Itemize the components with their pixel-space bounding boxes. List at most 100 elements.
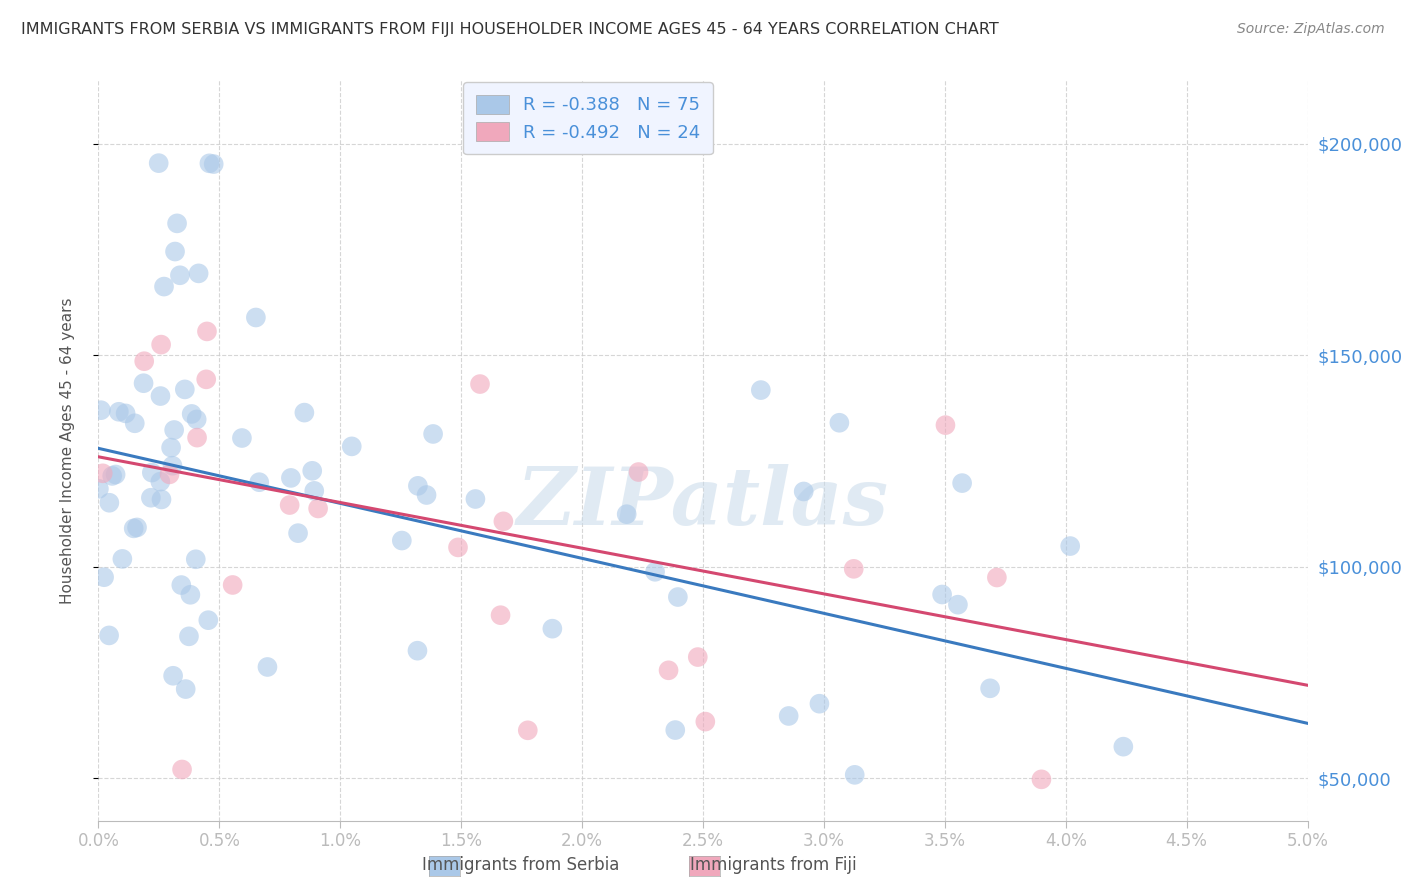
Point bbox=[292, 406, 315, 420]
Point bbox=[139, 491, 162, 505]
Point bbox=[141, 466, 163, 480]
Point bbox=[842, 562, 865, 576]
Point bbox=[163, 423, 186, 437]
Point bbox=[686, 650, 709, 665]
Point bbox=[177, 629, 200, 643]
Point bbox=[695, 714, 717, 729]
Point bbox=[808, 697, 831, 711]
Point bbox=[979, 681, 1001, 696]
Point bbox=[87, 482, 110, 496]
Point bbox=[149, 475, 172, 489]
Point bbox=[122, 521, 145, 535]
Point bbox=[447, 541, 470, 555]
Point bbox=[307, 501, 329, 516]
Point bbox=[101, 469, 124, 483]
Point bbox=[187, 266, 209, 280]
Point bbox=[159, 467, 181, 482]
Point bbox=[749, 383, 772, 397]
Point bbox=[125, 520, 148, 534]
Legend: R = -0.388   N = 75, R = -0.492   N = 24: R = -0.388 N = 75, R = -0.492 N = 24 bbox=[464, 82, 713, 154]
Point bbox=[340, 439, 363, 453]
Point bbox=[666, 590, 689, 604]
Point bbox=[301, 464, 323, 478]
Point bbox=[950, 476, 973, 491]
Point bbox=[931, 587, 953, 601]
Point bbox=[934, 418, 956, 433]
Point bbox=[278, 498, 301, 512]
Point bbox=[162, 669, 184, 683]
Point bbox=[104, 467, 127, 482]
Point bbox=[163, 244, 186, 259]
Point bbox=[986, 570, 1008, 584]
Point bbox=[627, 465, 650, 479]
Point bbox=[1112, 739, 1135, 754]
Point bbox=[174, 682, 197, 697]
Point bbox=[941, 844, 963, 858]
Point bbox=[98, 496, 121, 510]
Point bbox=[173, 383, 195, 397]
Point bbox=[415, 488, 437, 502]
Text: Source: ZipAtlas.com: Source: ZipAtlas.com bbox=[1237, 22, 1385, 37]
Point bbox=[280, 471, 302, 485]
Point bbox=[247, 475, 270, 490]
Point bbox=[935, 881, 957, 892]
Point bbox=[186, 412, 208, 426]
Point bbox=[304, 483, 326, 498]
Point bbox=[828, 416, 851, 430]
Point bbox=[108, 405, 131, 419]
Point bbox=[946, 598, 969, 612]
Point bbox=[256, 660, 278, 674]
Point bbox=[160, 441, 183, 455]
Point bbox=[464, 491, 486, 506]
Point bbox=[664, 723, 686, 737]
Point bbox=[114, 406, 136, 420]
Point bbox=[793, 484, 815, 499]
Point bbox=[90, 403, 112, 417]
Point bbox=[153, 279, 176, 293]
Point bbox=[422, 426, 444, 441]
Point bbox=[778, 709, 800, 723]
Point bbox=[287, 526, 309, 541]
Point bbox=[111, 552, 134, 566]
Point bbox=[169, 268, 191, 283]
Point bbox=[148, 156, 170, 170]
Point bbox=[658, 663, 681, 677]
Text: ZIPatlas: ZIPatlas bbox=[517, 464, 889, 541]
Point bbox=[150, 337, 173, 351]
Text: Immigrants from Serbia: Immigrants from Serbia bbox=[422, 856, 619, 874]
Point bbox=[170, 763, 193, 777]
Point bbox=[198, 156, 221, 170]
Point bbox=[644, 565, 666, 579]
Point bbox=[149, 389, 172, 403]
Point bbox=[124, 417, 146, 431]
Point bbox=[162, 458, 184, 473]
Point bbox=[406, 479, 429, 493]
Point bbox=[93, 570, 115, 584]
Point bbox=[245, 310, 267, 325]
Point bbox=[170, 578, 193, 592]
Point bbox=[134, 354, 156, 368]
Point bbox=[180, 407, 202, 421]
Text: Immigrants from Fiji: Immigrants from Fiji bbox=[690, 856, 856, 874]
Point bbox=[202, 157, 225, 171]
Point bbox=[391, 533, 413, 548]
Point bbox=[98, 628, 121, 642]
Text: IMMIGRANTS FROM SERBIA VS IMMIGRANTS FROM FIJI HOUSEHOLDER INCOME AGES 45 - 64 Y: IMMIGRANTS FROM SERBIA VS IMMIGRANTS FRO… bbox=[21, 22, 998, 37]
Point bbox=[197, 613, 219, 627]
Point bbox=[132, 376, 155, 391]
Point bbox=[844, 768, 866, 782]
Point bbox=[195, 325, 218, 339]
Point bbox=[492, 514, 515, 528]
Point bbox=[231, 431, 253, 445]
Point bbox=[179, 588, 201, 602]
Point bbox=[489, 608, 512, 623]
Point bbox=[468, 377, 491, 392]
Point bbox=[516, 723, 538, 738]
Point bbox=[186, 431, 208, 445]
Point bbox=[221, 578, 243, 592]
Point bbox=[1059, 539, 1081, 553]
Point bbox=[166, 216, 188, 230]
Point bbox=[1031, 772, 1053, 787]
Point bbox=[184, 552, 207, 566]
Point bbox=[195, 372, 218, 386]
